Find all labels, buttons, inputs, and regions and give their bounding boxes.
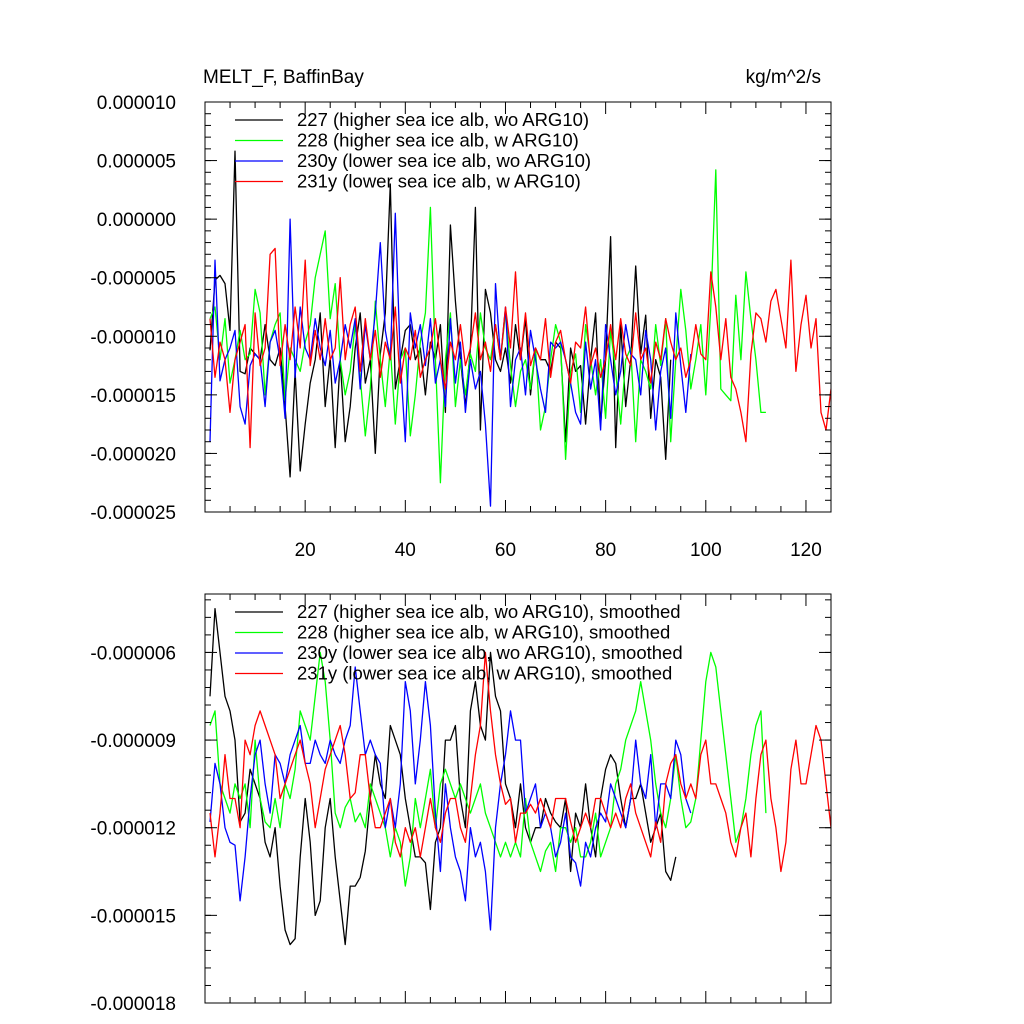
x-tick-label: 80 [595,540,616,561]
x-tick-label: 120 [790,540,822,561]
y-tick-label: -0.000018 [90,994,176,1015]
series-line-1 [209,607,677,946]
y-tick-label: 0.000005 [97,152,176,173]
y-tick-label: -0.000020 [90,444,176,465]
legend: 227 (higher sea ice alb, wo ARG10), smoo… [235,601,683,684]
x-tick-label: 40 [395,540,416,561]
series-line-1 [209,150,672,478]
y-tick-label: -0.000015 [90,906,176,927]
y-tick-label: -0.000012 [90,819,176,840]
x-tick-label: 100 [690,540,722,561]
y-tick-label: -0.000009 [90,731,176,752]
y-tick-label: -0.000015 [90,386,176,407]
y-tick-label: -0.000005 [90,269,176,290]
y-tick-label: -0.000025 [90,503,176,524]
legend-label-4: 231y (lower sea ice alb, w ARG10) [297,171,581,192]
y-tick-label: 0.000000 [97,210,176,231]
legend-label-1: 227 (higher sea ice alb, wo ARG10) [297,109,589,130]
chart-title: MELT_F, BaffinBay [203,67,364,88]
series-line-3 [209,212,692,507]
y-tick-label: -0.000006 [90,643,176,664]
plot-frame [204,101,832,513]
series-group [209,607,831,946]
series-group [209,150,831,507]
legend: 227 (higher sea ice alb, wo ARG10)228 (h… [235,109,591,192]
series-line-4 [209,651,831,873]
legend-label-1: 227 (higher sea ice alb, wo ARG10), smoo… [297,601,681,622]
x-tick-label: 60 [495,540,516,561]
units-label: kg/m^2/s [746,67,821,88]
chart-panel-1: 20 40 60 80 100 120 0.000010 0.000005 0.000000 -0… [90,67,832,561]
series-line-3 [209,666,692,931]
x-tick-label: 20 [295,540,316,561]
legend-label-4: 231y (lower sea ice alb, w ARG10), smoot… [297,663,672,684]
legend-label-3: 230y (lower sea ice alb, wo ARG10), smoo… [297,642,683,663]
chart-panel-2: -0.000006 -0.000009 -0.000012 -0.000015 -0.0… [90,593,832,1015]
y-tick-label: -0.000010 [90,327,176,348]
plot-frame [204,593,832,1004]
legend-label-2: 228 (higher sea ice alb, w ARG10) [297,130,579,151]
legend-label-3: 230y (lower sea ice alb, wo ARG10) [297,150,591,171]
legend-label-2: 228 (higher sea ice alb, w ARG10), smoot… [297,622,670,643]
series-line-4 [209,247,831,449]
y-tick-label: 0.000010 [97,93,176,114]
